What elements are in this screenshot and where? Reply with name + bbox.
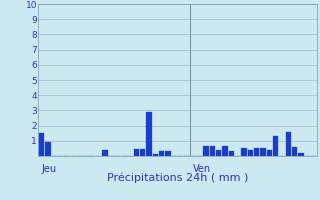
Bar <box>222 146 228 156</box>
Bar <box>159 151 164 156</box>
Bar <box>254 148 260 156</box>
Bar <box>267 150 272 156</box>
Bar <box>45 142 51 156</box>
Bar <box>260 148 266 156</box>
Bar <box>216 150 221 156</box>
Bar <box>273 136 278 156</box>
Bar <box>140 149 146 156</box>
Bar <box>292 147 297 156</box>
Text: Jeu: Jeu <box>42 164 57 174</box>
Bar <box>165 151 171 156</box>
Bar <box>153 154 158 156</box>
Bar <box>102 150 108 156</box>
Bar <box>241 148 247 156</box>
Bar <box>248 150 253 156</box>
Text: Ven: Ven <box>193 164 212 174</box>
Bar <box>286 132 291 156</box>
Bar <box>298 153 304 156</box>
Bar <box>39 133 44 156</box>
Bar <box>204 146 209 156</box>
Bar <box>134 149 139 156</box>
Bar <box>229 151 234 156</box>
Bar <box>147 112 152 156</box>
Bar <box>210 146 215 156</box>
X-axis label: Précipitations 24h ( mm ): Précipitations 24h ( mm ) <box>107 173 248 183</box>
